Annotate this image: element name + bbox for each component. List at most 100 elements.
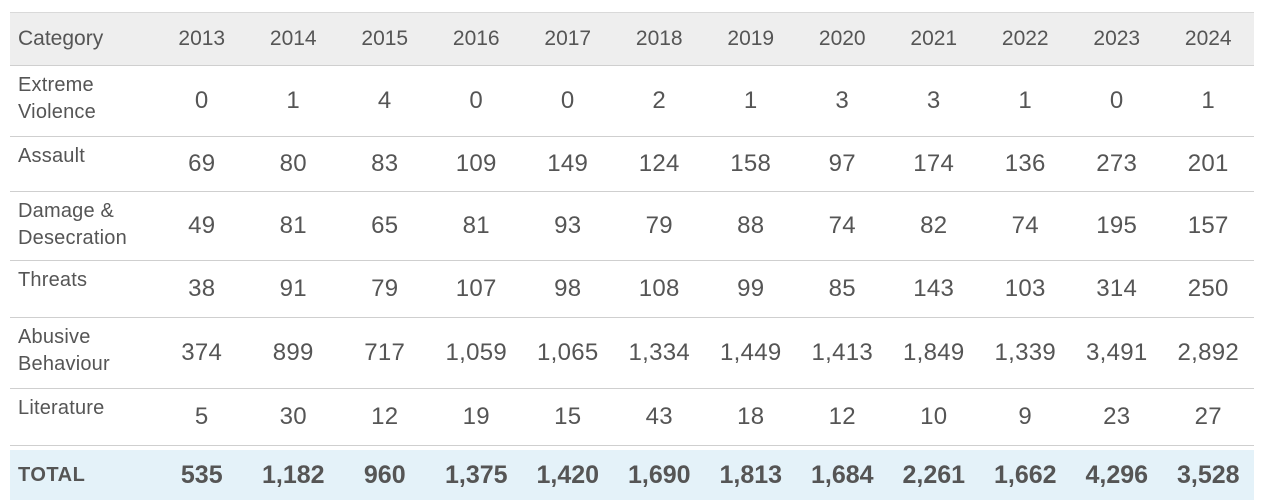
column-header-category: Category	[10, 12, 156, 66]
column-header-year: 2019	[705, 12, 797, 66]
table-cell-value: 374	[156, 317, 248, 389]
table-cell-value: 0	[156, 65, 248, 137]
table-cell-value: 1,059	[430, 317, 522, 389]
total-cell-value: 1,420	[522, 450, 614, 500]
row-category-label: Assault	[10, 136, 156, 192]
total-cell-value: 1,684	[796, 450, 888, 500]
table-cell-value: 0	[430, 65, 522, 137]
column-header-year: 2013	[156, 12, 248, 66]
table-row: Extreme Violence 0 1 4 0 0 2 1 3 3 1 0 1	[10, 65, 1254, 137]
table-row: Literature 5 30 12 19 15 43 18 12 10 9 23 27	[10, 388, 1254, 446]
table-cell-value: 5	[156, 388, 248, 446]
row-category-label: Abusive Behaviour	[10, 317, 156, 389]
table-cell-value: 80	[247, 136, 339, 192]
table-cell-value: 65	[339, 191, 431, 261]
table-row: Abusive Behaviour 374 899 717 1,059 1,065 1,33…	[10, 317, 1254, 389]
table-cell-value: 314	[1071, 260, 1163, 318]
table-cell-value: 1	[979, 65, 1071, 137]
table-cell-value: 124	[613, 136, 705, 192]
row-category-label: Extreme Violence	[10, 65, 156, 137]
table-cell-value: 30	[247, 388, 339, 446]
table-cell-value: 88	[705, 191, 797, 261]
table-cell-value: 49	[156, 191, 248, 261]
table-cell-value: 82	[888, 191, 980, 261]
table-cell-value: 38	[156, 260, 248, 318]
total-cell-value: 535	[156, 450, 248, 500]
column-header-year: 2020	[796, 12, 888, 66]
total-cell-value: 1,662	[979, 450, 1071, 500]
table-cell-value: 149	[522, 136, 614, 192]
total-cell-value: 3,528	[1162, 450, 1254, 500]
table-cell-value: 12	[339, 388, 431, 446]
table-cell-value: 79	[613, 191, 705, 261]
table-cell-value: 158	[705, 136, 797, 192]
table-cell-value: 23	[1071, 388, 1163, 446]
table-cell-value: 93	[522, 191, 614, 261]
table-cell-value: 2	[613, 65, 705, 137]
total-cell-value: 1,375	[430, 450, 522, 500]
table-row: Threats 38 91 79 107 98 108 99 85 143 103 314 250	[10, 260, 1254, 318]
column-header-year: 2016	[430, 12, 522, 66]
column-header-year: 2017	[522, 12, 614, 66]
table-cell-value: 717	[339, 317, 431, 389]
column-header-year: 2014	[247, 12, 339, 66]
table-cell-value: 1	[705, 65, 797, 137]
total-label: TOTAL	[10, 450, 156, 500]
table-cell-value: 108	[613, 260, 705, 318]
table-cell-value: 4	[339, 65, 431, 137]
column-header-year: 2023	[1071, 12, 1163, 66]
data-table-container: Category 2013 2014 2015 2016 2017 2018 2019 2020…	[10, 12, 1254, 500]
row-category-label: Damage & Desecration	[10, 191, 156, 261]
table-cell-value: 3	[796, 65, 888, 137]
total-cell-value: 1,690	[613, 450, 705, 500]
table-cell-value: 43	[613, 388, 705, 446]
table-cell-value: 273	[1071, 136, 1163, 192]
table-cell-value: 1,339	[979, 317, 1071, 389]
table-cell-value: 83	[339, 136, 431, 192]
table-cell-value: 18	[705, 388, 797, 446]
table-cell-value: 109	[430, 136, 522, 192]
table-cell-value: 15	[522, 388, 614, 446]
header-row: Category 2013 2014 2015 2016 2017 2018 2019 2020…	[10, 12, 1254, 66]
table-body: Extreme Violence 0 1 4 0 0 2 1 3 3 1 0 1 Assault 69 80 8…	[10, 65, 1254, 446]
table-cell-value: 136	[979, 136, 1071, 192]
table-cell-value: 157	[1162, 191, 1254, 261]
table-cell-value: 1,413	[796, 317, 888, 389]
table-cell-value: 1,449	[705, 317, 797, 389]
table-cell-value: 81	[430, 191, 522, 261]
table-cell-value: 99	[705, 260, 797, 318]
table-cell-value: 0	[522, 65, 614, 137]
table-cell-value: 195	[1071, 191, 1163, 261]
table-row: Assault 69 80 83 109 149 124 158 97 174 136 273 201	[10, 136, 1254, 192]
row-category-label: Threats	[10, 260, 156, 318]
table-cell-value: 250	[1162, 260, 1254, 318]
column-header-year: 2018	[613, 12, 705, 66]
table-cell-value: 74	[796, 191, 888, 261]
table-cell-value: 98	[522, 260, 614, 318]
table-cell-value: 107	[430, 260, 522, 318]
table-cell-value: 1	[247, 65, 339, 137]
table-cell-value: 9	[979, 388, 1071, 446]
table-cell-value: 1,849	[888, 317, 980, 389]
table-cell-value: 69	[156, 136, 248, 192]
total-cell-value: 1,182	[247, 450, 339, 500]
total-row: TOTAL 535 1,182 960 1,375 1,420 1,690 1,813 1,68…	[10, 450, 1254, 500]
table-cell-value: 103	[979, 260, 1071, 318]
table-cell-value: 3,491	[1071, 317, 1163, 389]
table-row: Damage & Desecration 49 81 65 81 93 79 88 74 82 74…	[10, 191, 1254, 261]
table-cell-value: 1,065	[522, 317, 614, 389]
table-cell-value: 899	[247, 317, 339, 389]
table-cell-value: 12	[796, 388, 888, 446]
table-cell-value: 2,892	[1162, 317, 1254, 389]
table-cell-value: 97	[796, 136, 888, 192]
table-cell-value: 174	[888, 136, 980, 192]
incident-table: Category 2013 2014 2015 2016 2017 2018 2019 2020…	[10, 12, 1254, 500]
column-header-year: 2015	[339, 12, 431, 66]
table-cell-value: 27	[1162, 388, 1254, 446]
column-header-year: 2024	[1162, 12, 1254, 66]
table-cell-value: 91	[247, 260, 339, 318]
total-cell-value: 4,296	[1071, 450, 1163, 500]
table-cell-value: 81	[247, 191, 339, 261]
table-cell-value: 0	[1071, 65, 1163, 137]
table-cell-value: 1	[1162, 65, 1254, 137]
